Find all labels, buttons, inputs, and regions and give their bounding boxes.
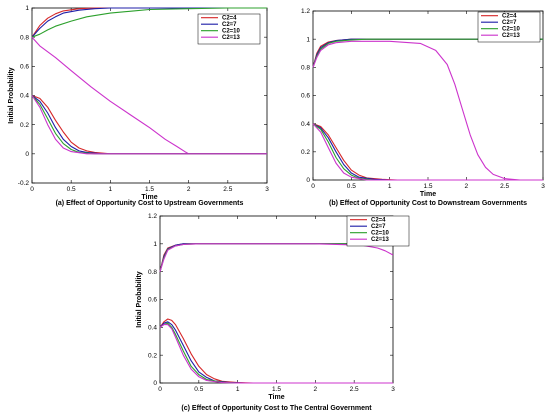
y-tick-label: 0.6 (148, 297, 157, 304)
y-tick-label: 1 (306, 36, 310, 43)
series-line-c2-10-upper (31, 7, 267, 38)
legend-label: C2=7 (222, 22, 237, 28)
y-tick-label: 0 (153, 380, 157, 387)
legend-label: C2=4 (371, 218, 386, 224)
x-tick-label: 0.5 (194, 386, 203, 393)
series-line-c2-10-upper (312, 38, 543, 68)
series-line-c2-13-lower (31, 95, 267, 155)
legend-label: C2=4 (222, 16, 237, 22)
y-tick-label: 1.2 (301, 8, 310, 15)
x-tick-label: 2.5 (350, 386, 359, 393)
x-tick-label: 1 (388, 183, 392, 190)
y-tick-label: -0.2 (18, 180, 30, 187)
y-tick-label: 0.6 (301, 93, 310, 100)
series-line-c2-13-upper (159, 243, 394, 272)
x-tick-label: 2 (187, 186, 191, 193)
panel-caption: (c) Effect of Opportunity Cost to The Ce… (181, 405, 372, 412)
legend-label: C2=7 (502, 20, 517, 26)
x-tick-label: 1.5 (423, 183, 432, 190)
x-tick-label: 0.5 (67, 186, 76, 193)
x-axis-label: Time (141, 194, 157, 201)
x-tick-label: 3 (541, 183, 545, 190)
panel-a-upstream: 0 0.5 1 1.5 2 2.5 3-0.200.20.40.60.81TimeIniti… (8, 5, 269, 207)
series-line-c2-13-lower (159, 324, 393, 384)
x-tick-label: 1.5 (272, 386, 281, 393)
series-line-c2-7-lower (31, 95, 267, 155)
series-line-c2-13-upper (312, 40, 543, 181)
x-tick-label: 2 (314, 386, 318, 393)
x-tick-label: 0 (311, 183, 315, 190)
x-tick-label: 2.5 (500, 183, 509, 190)
y-tick-label: 0.4 (148, 325, 157, 332)
x-tick-label: 1 (236, 386, 240, 393)
y-tick-label: 0.2 (20, 122, 29, 129)
series-line-c2-4-lower (31, 94, 267, 155)
y-tick-label: 0.8 (301, 65, 310, 72)
y-tick-label: 1.2 (148, 213, 157, 220)
series-line-c2-10-lower (312, 123, 543, 181)
legend-box (346, 215, 410, 247)
panel-c-central: 0 0.5 1 1.5 2 2.5 3 0 0.2 0.4 0.6 0.8 1 1.2 Time Initia… (136, 213, 410, 412)
y-tick-label: 0.4 (20, 93, 29, 100)
series-line-c2-7-upper (31, 7, 267, 38)
panel-caption: (b) Effect of Opportunity Cost to Downst… (329, 200, 527, 207)
y-tick-label: 1 (153, 241, 157, 248)
y-tick-label: 0.6 (20, 64, 29, 71)
legend-label: C2=7 (371, 224, 386, 230)
y-axis-label: Initial Probability (136, 271, 143, 328)
legend-box (477, 11, 541, 43)
legend-label: C2=13 (222, 35, 241, 41)
series-line-c2-13-lower (312, 123, 543, 181)
x-tick-label: 3 (391, 386, 395, 393)
legend-box (197, 13, 261, 45)
legend-label: C2=13 (371, 237, 390, 243)
legend-label: C2=10 (222, 29, 241, 35)
y-tick-label: 0.2 (301, 149, 310, 156)
y-tick-label: 0.8 (20, 34, 29, 41)
y-tick-label: 0 (25, 151, 29, 158)
x-axis-label: Time (420, 191, 436, 198)
x-axis-label: Time (268, 394, 284, 401)
legend-label: C2=13 (502, 33, 521, 39)
x-tick-label: 1.5 (145, 186, 154, 193)
x-tick-label: 1 (109, 186, 113, 193)
legend-label: C2=10 (502, 27, 521, 33)
panel-caption: (a) Effect of Opportunity Cost to Upstre… (56, 200, 244, 207)
y-tick-label: 0.4 (301, 121, 310, 128)
legend-label: C2=4 (502, 14, 517, 20)
y-tick-label: 0 (306, 177, 310, 184)
y-tick-label: 0.2 (148, 352, 157, 359)
x-tick-label: 2 (465, 183, 469, 190)
x-tick-label: 0 (158, 386, 162, 393)
x-tick-label: 2.5 (223, 186, 232, 193)
legend-label: C2=10 (371, 231, 390, 237)
x-tick-label: 3 (265, 186, 269, 193)
y-tick-label: 0.8 (148, 269, 157, 276)
y-axis-label: Initial Probability (8, 67, 15, 124)
y-tick-label: 1 (25, 5, 29, 12)
x-tick-label: 0 (30, 186, 34, 193)
panel-b-downstream: 0 0.5 1 1.5 2 2.5 300.20.40.60.811.2TimeC2=4C2… (301, 8, 545, 207)
x-tick-label: 0.5 (347, 183, 356, 190)
